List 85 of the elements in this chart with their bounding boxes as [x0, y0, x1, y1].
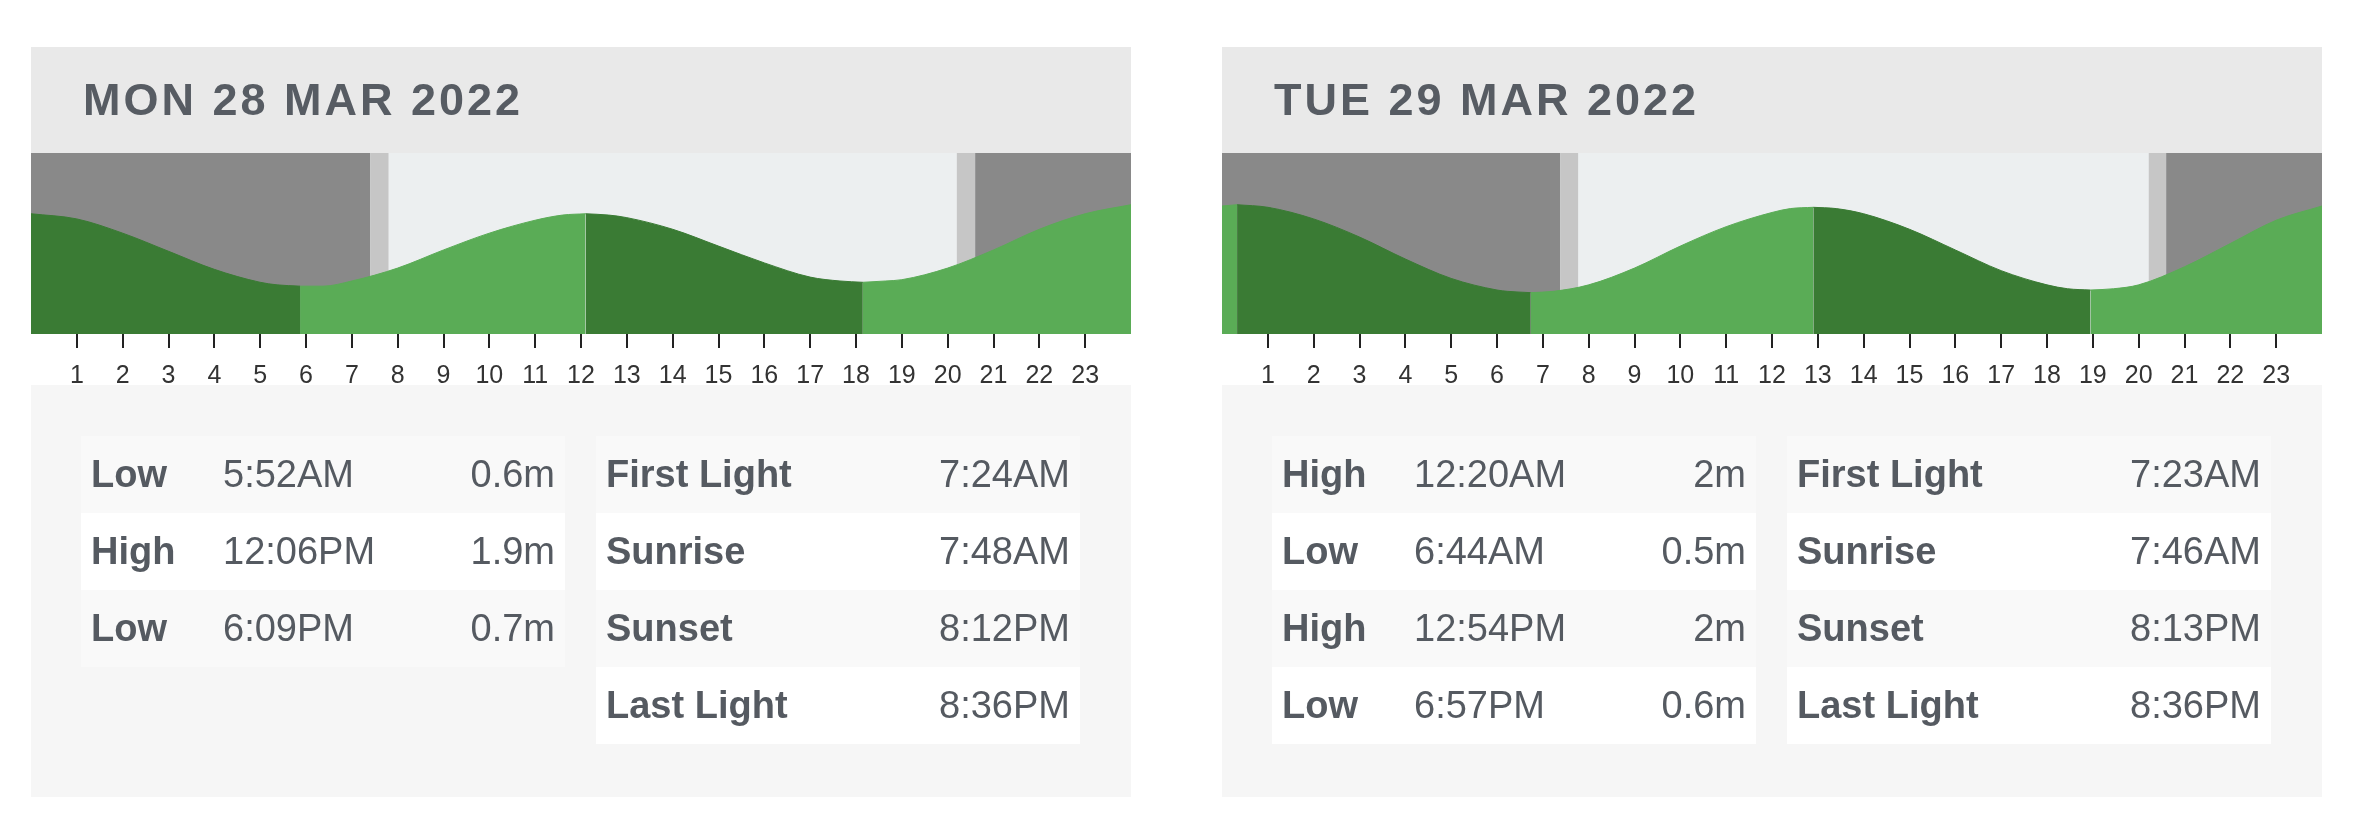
- x-tick-label: 5: [1444, 360, 1459, 389]
- category-label: First Light: [606, 453, 792, 495]
- x-tick-label: 22: [1025, 360, 1054, 389]
- text: 5:52AM: [223, 453, 354, 495]
- text: 7:48AM: [939, 530, 1070, 572]
- x-tick-label: 7: [344, 360, 359, 389]
- x-tick-label: 20: [933, 360, 962, 389]
- category-label: Low: [91, 607, 167, 649]
- x-tick-label: 1: [1260, 360, 1275, 389]
- x-tick-label: 12: [1758, 360, 1786, 389]
- text: 6:44AM: [1414, 530, 1545, 572]
- category-label: Low: [91, 453, 167, 495]
- text: 8:13PM: [2130, 607, 2261, 649]
- x-tick-label: 14: [658, 360, 687, 389]
- text: 1.9m: [470, 530, 555, 572]
- category-label: High: [1282, 453, 1367, 495]
- x-tick-label: 18: [842, 360, 870, 389]
- x-tick-label: 2: [1306, 360, 1321, 389]
- category-label: Last Light: [606, 684, 788, 726]
- x-tick-label: 21: [2170, 360, 2199, 389]
- x-tick-label: 21: [979, 360, 1008, 389]
- text: 7:23AM: [2130, 453, 2261, 495]
- x-tick-label: 4: [207, 360, 222, 389]
- text: 8:12PM: [939, 607, 1070, 649]
- x-tick-label: 18: [2033, 360, 2061, 389]
- x-tick-label: 11: [1713, 360, 1740, 389]
- x-tick-label: 22: [2216, 360, 2245, 389]
- x-tick-label: 5: [253, 360, 268, 389]
- x-tick-label: 13: [1803, 360, 1832, 389]
- x-tick-label: 6: [1490, 360, 1504, 389]
- x-tick-label: 17: [796, 360, 825, 389]
- category-label: Last Light: [1797, 684, 1979, 726]
- category-label: Sunrise: [606, 530, 746, 572]
- category-label: High: [91, 530, 176, 572]
- x-tick-label: 23: [2262, 360, 2291, 389]
- text: 8:36PM: [939, 684, 1070, 726]
- x-tick-label: 16: [750, 360, 779, 389]
- x-tick-label: 6: [299, 360, 313, 389]
- text: 12:20AM: [1414, 453, 1567, 495]
- text: 12:06PM: [223, 530, 376, 572]
- x-tick-label: 20: [2124, 360, 2153, 389]
- category-label: Low: [1282, 530, 1358, 572]
- text: 7:24AM: [939, 453, 1070, 495]
- x-tick-label: 16: [1941, 360, 1970, 389]
- x-tick-label: 1: [69, 360, 84, 389]
- x-tick-label: 11: [522, 360, 549, 389]
- chart-title: MON 28 MAR 2022: [83, 74, 524, 126]
- category-label: Sunset: [606, 607, 733, 649]
- category-label: First Light: [1797, 453, 1983, 495]
- text: 0.7m: [470, 607, 555, 649]
- x-tick-label: 9: [1627, 360, 1642, 389]
- x-tick-label: 17: [1987, 360, 2016, 389]
- x-tick-label: 19: [887, 360, 916, 389]
- text: 7:46AM: [2130, 530, 2261, 572]
- x-tick-label: 12: [567, 360, 595, 389]
- text: 2m: [1693, 453, 1746, 495]
- x-tick-label: 19: [2078, 360, 2107, 389]
- x-tick-label: 2: [115, 360, 130, 389]
- text: 6:09PM: [223, 607, 354, 649]
- chart-title: TUE 29 MAR 2022: [1274, 74, 1700, 126]
- x-tick-label: 9: [436, 360, 451, 389]
- x-tick-label: 7: [1535, 360, 1550, 389]
- text: 12:54PM: [1414, 607, 1567, 649]
- category-label: High: [1282, 607, 1367, 649]
- x-tick-label: 8: [1581, 360, 1596, 389]
- x-tick-label: 10: [1666, 360, 1695, 389]
- x-tick-label: 10: [475, 360, 504, 389]
- x-tick-label: 23: [1071, 360, 1100, 389]
- text: 2m: [1693, 607, 1746, 649]
- category-label: Low: [1282, 684, 1358, 726]
- category-label: Sunset: [1797, 607, 1924, 649]
- text: 8:36PM: [2130, 684, 2261, 726]
- text: 0.6m: [470, 453, 555, 495]
- x-tick-label: 14: [1849, 360, 1878, 389]
- text: 0.5m: [1661, 530, 1746, 572]
- x-tick-label: 8: [390, 360, 405, 389]
- x-tick-label: 4: [1398, 360, 1413, 389]
- text: 6:57PM: [1414, 684, 1545, 726]
- x-tick-label: 3: [161, 360, 176, 389]
- x-tick-label: 3: [1352, 360, 1367, 389]
- text: 0.6m: [1661, 684, 1746, 726]
- category-label: Sunrise: [1797, 530, 1937, 572]
- x-tick-label: 15: [1895, 360, 1924, 389]
- x-tick-label: 15: [704, 360, 733, 389]
- x-tick-label: 13: [612, 360, 641, 389]
